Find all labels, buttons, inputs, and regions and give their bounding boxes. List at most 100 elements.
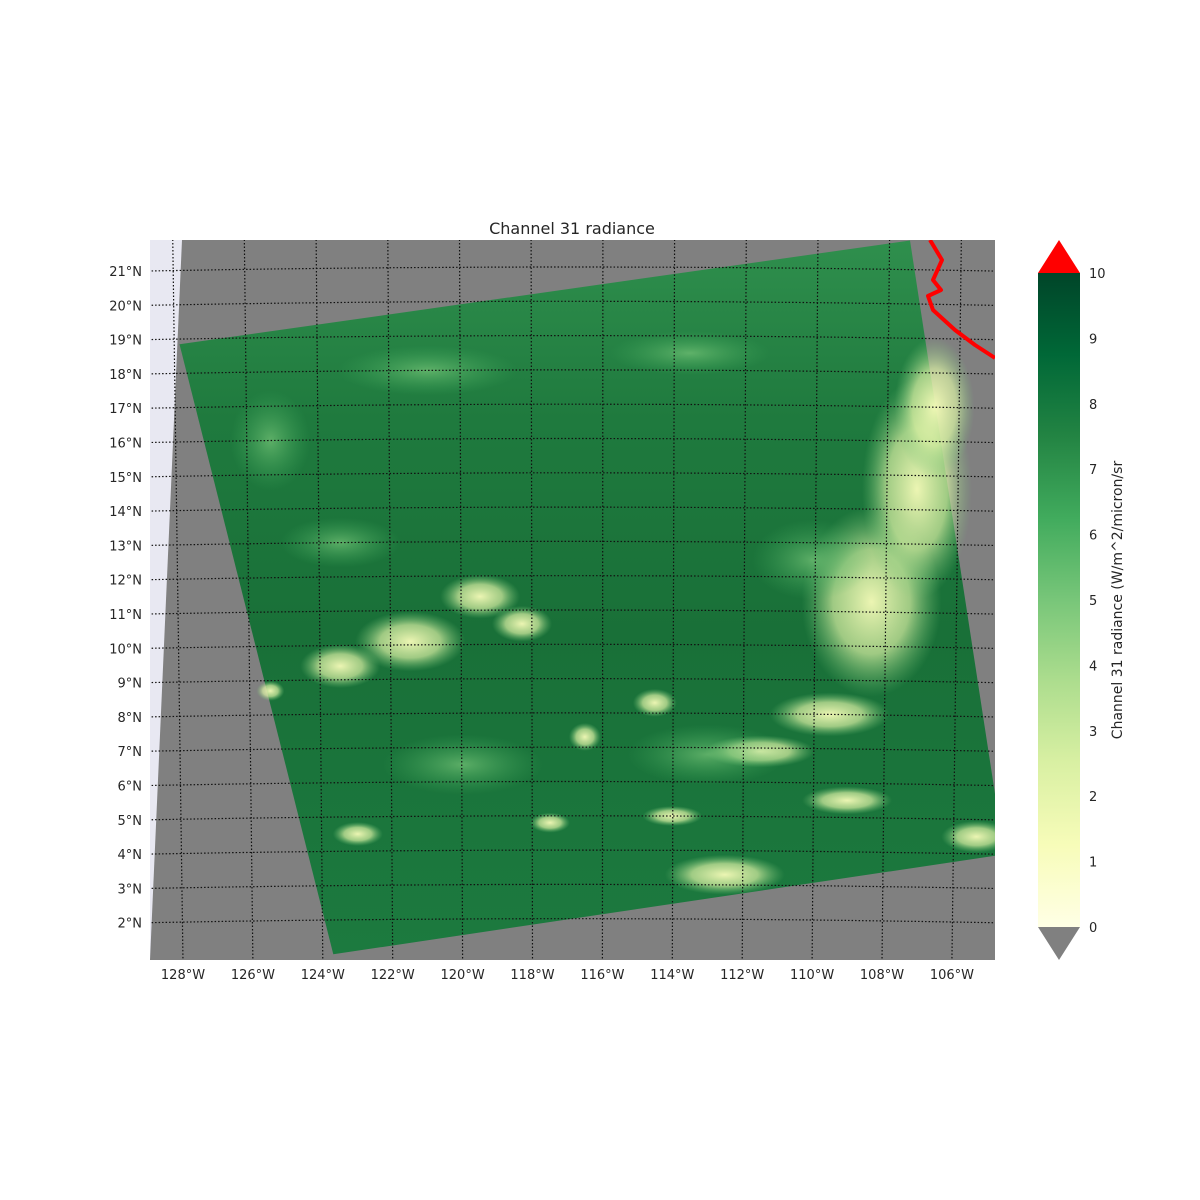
- cloud-patch: [632, 688, 677, 717]
- latitude-label: 9°N: [118, 677, 143, 692]
- longitude-label: 120°W: [441, 968, 485, 983]
- colorbar-tick-label: 4: [1089, 659, 1097, 674]
- latitude-label: 11°N: [109, 608, 142, 623]
- latitude-label: 16°N: [109, 437, 142, 452]
- longitude-label: 106°W: [930, 968, 974, 983]
- cloud-patch: [642, 806, 703, 826]
- latitude-gridline: [150, 849, 995, 855]
- latitude-gridline: [150, 677, 995, 684]
- cloud-patch: [382, 734, 543, 795]
- cloud-patch: [230, 390, 311, 491]
- latitude-label: 17°N: [109, 402, 142, 417]
- colorbar-tick-label: 0: [1089, 921, 1097, 936]
- latitude-gridline: [150, 506, 995, 512]
- cloud-patch: [894, 337, 975, 478]
- cloud-patch: [300, 644, 381, 689]
- colorbar-over-triangle: [1038, 240, 1080, 273]
- cloud-patch: [256, 680, 285, 701]
- cloud-patch: [440, 574, 521, 619]
- swath-image: [179, 240, 995, 955]
- cloud-patch: [941, 820, 995, 853]
- latitude-label: 2°N: [118, 917, 143, 932]
- latitude-label: 7°N: [118, 745, 143, 760]
- cloud-patch: [802, 786, 893, 815]
- colorbar-tick-label: 2: [1089, 790, 1097, 805]
- cloud-patch: [492, 605, 552, 642]
- colorbar-tick-label: 6: [1089, 529, 1097, 544]
- latitude-label: 3°N: [118, 882, 143, 897]
- latitude-labels: 21°N 20°N 19°N 18°N 17°N 16°N 15°N 14°N 13°N 12°N…: [109, 265, 142, 932]
- cloud-patch: [337, 345, 518, 396]
- colorbar-label: Channel 31 radiance (W/m^2/micron/sr: [1110, 461, 1126, 740]
- latitude-label: 15°N: [109, 471, 142, 486]
- longitude-label: 116°W: [580, 968, 624, 983]
- colorbar-gradient: [1038, 273, 1080, 927]
- colorbar-tick-label: 10: [1089, 267, 1106, 282]
- latitude-label: 4°N: [118, 848, 143, 863]
- coastline: [926, 240, 995, 360]
- cloud-patch: [609, 331, 770, 376]
- latitude-gridline: [150, 540, 995, 547]
- latitude-gridline: [150, 403, 995, 409]
- longitude-label: 124°W: [301, 968, 345, 983]
- longitude-label: 114°W: [650, 968, 694, 983]
- colorbar-tick-label: 1: [1089, 856, 1097, 871]
- cloud-patch: [769, 692, 890, 737]
- latitude-label: 18°N: [109, 368, 142, 383]
- cloud-patch: [355, 611, 466, 672]
- latitude-label: 10°N: [109, 642, 142, 657]
- latitude-label: 13°N: [109, 539, 142, 554]
- latitude-gridline: [150, 575, 995, 581]
- map-axes: [150, 236, 1033, 962]
- colorbar-tick-label: 7: [1089, 463, 1097, 478]
- latitude-gridline: [150, 780, 995, 787]
- latitude-gridline: [150, 369, 995, 375]
- longitude-label: 128°W: [161, 968, 205, 983]
- longitude-label: 108°W: [860, 968, 904, 983]
- latitude-gridline: [150, 918, 995, 924]
- latitude-label: 21°N: [109, 265, 142, 280]
- latitude-gridline: [150, 472, 995, 478]
- longitude-label: 126°W: [231, 968, 275, 983]
- latitude-label: 5°N: [118, 814, 143, 829]
- latitude-gridline: [150, 437, 995, 444]
- latitude-gridline: [150, 746, 995, 752]
- colorbar-under-triangle: [1038, 927, 1080, 960]
- chart-title: Channel 31 radiance: [489, 219, 655, 238]
- longitude-gridline: [1022, 236, 1033, 962]
- cloud-patch: [530, 812, 570, 833]
- latitude-label: 19°N: [109, 334, 142, 349]
- latitude-gridline: [150, 300, 995, 306]
- latitude-gridline: [150, 609, 995, 615]
- latitude-gridline: [150, 883, 995, 890]
- colorbar-tick-label: 5: [1089, 594, 1097, 609]
- latitude-label: 12°N: [109, 574, 142, 589]
- graticule: [150, 236, 1033, 962]
- latitude-gridline: [150, 335, 995, 341]
- longitude-label: 122°W: [371, 968, 415, 983]
- longitude-label: 112°W: [720, 968, 764, 983]
- longitude-label: 110°W: [790, 968, 834, 983]
- cloud-patch: [332, 822, 383, 846]
- latitude-label: 14°N: [109, 505, 142, 520]
- latitude-gridline: [150, 266, 995, 272]
- latitude-label: 6°N: [118, 780, 143, 795]
- cloud-patch: [280, 517, 401, 568]
- longitude-labels: 128°W 126°W 124°W 122°W 120°W 118°W 116°W 114°W…: [161, 968, 974, 983]
- colorbar-tick-label: 8: [1089, 398, 1097, 413]
- cloud-patch: [627, 724, 788, 785]
- latitude-gridline: [150, 815, 995, 821]
- latitude-gridline: [150, 643, 995, 649]
- colorbar-tick-label: 3: [1089, 725, 1097, 740]
- longitude-label: 118°W: [510, 968, 554, 983]
- latitude-label: 8°N: [118, 711, 143, 726]
- latitude-gridline: [150, 712, 995, 718]
- colorbar-tick-label: 9: [1089, 332, 1097, 347]
- cloud-patch: [568, 722, 601, 751]
- cloud-patch: [664, 854, 785, 895]
- cloud-patch: [752, 519, 873, 600]
- latitude-label: 20°N: [109, 299, 142, 314]
